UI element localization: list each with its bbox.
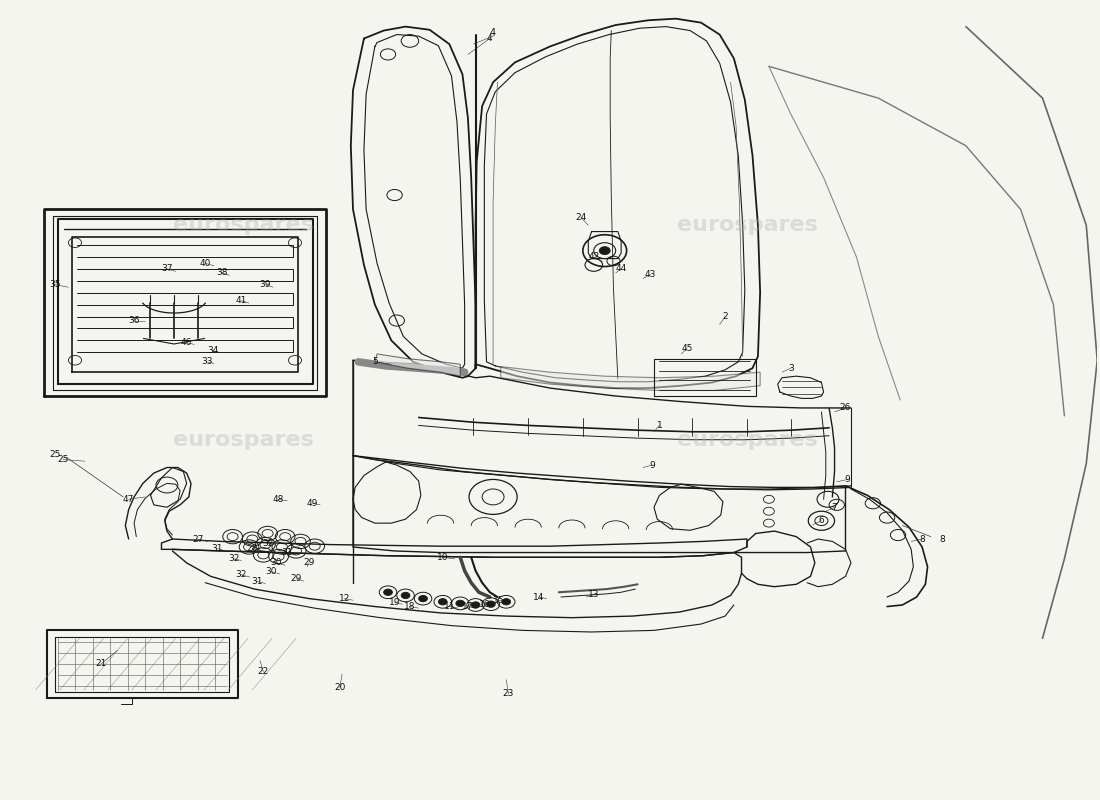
Text: eurospares: eurospares <box>173 430 314 450</box>
Text: 45: 45 <box>681 344 693 353</box>
Text: 10: 10 <box>437 553 449 562</box>
Text: 24: 24 <box>575 213 586 222</box>
Circle shape <box>439 598 447 605</box>
Text: eurospares: eurospares <box>173 430 314 450</box>
Text: 25: 25 <box>50 450 60 458</box>
Text: 38: 38 <box>216 268 228 278</box>
Text: eurospares: eurospares <box>676 215 817 235</box>
Circle shape <box>419 595 428 602</box>
Text: 13: 13 <box>588 590 600 599</box>
Text: 32: 32 <box>235 570 248 579</box>
Text: 36: 36 <box>129 316 140 325</box>
Polygon shape <box>500 366 760 390</box>
Text: 41: 41 <box>235 296 248 305</box>
Text: 4: 4 <box>490 28 496 38</box>
Text: 9: 9 <box>845 475 850 484</box>
Text: 29: 29 <box>290 574 301 583</box>
Text: 43: 43 <box>645 270 657 279</box>
Text: 42: 42 <box>588 253 600 262</box>
Text: 30: 30 <box>271 558 282 567</box>
Text: 39: 39 <box>260 280 272 290</box>
Text: 29: 29 <box>304 558 315 567</box>
Text: 11: 11 <box>443 602 455 611</box>
Text: 6: 6 <box>818 516 824 526</box>
Text: 8: 8 <box>939 534 945 543</box>
Text: 26: 26 <box>839 403 851 413</box>
Text: eurospares: eurospares <box>676 215 817 235</box>
Text: 32: 32 <box>262 538 273 547</box>
Text: 4: 4 <box>487 34 493 43</box>
Circle shape <box>600 246 610 254</box>
Text: 22: 22 <box>257 667 268 676</box>
Text: 40: 40 <box>199 259 211 268</box>
Text: 30: 30 <box>265 567 277 576</box>
Text: 1: 1 <box>657 421 662 430</box>
Text: 2: 2 <box>723 312 728 321</box>
Text: 19: 19 <box>388 598 400 607</box>
Text: 21: 21 <box>96 659 107 668</box>
Text: 15: 15 <box>493 596 504 605</box>
Text: 46: 46 <box>182 338 192 347</box>
Text: 23: 23 <box>503 690 514 698</box>
Text: 8: 8 <box>920 534 925 543</box>
Text: 9: 9 <box>649 461 654 470</box>
Text: 5: 5 <box>372 358 377 366</box>
Text: eurospares: eurospares <box>173 215 314 235</box>
Text: 20: 20 <box>334 683 345 692</box>
Text: 35: 35 <box>50 280 62 290</box>
Text: 47: 47 <box>123 495 134 504</box>
Text: 32: 32 <box>228 554 240 563</box>
Text: 17: 17 <box>462 602 474 611</box>
Text: 18: 18 <box>404 602 416 611</box>
Circle shape <box>471 602 480 608</box>
Polygon shape <box>375 354 460 376</box>
Text: 27: 27 <box>191 534 204 543</box>
Text: eurospares: eurospares <box>173 215 314 235</box>
Text: 28: 28 <box>246 544 258 553</box>
Circle shape <box>502 598 510 605</box>
Circle shape <box>455 600 464 606</box>
Text: eurospares: eurospares <box>676 430 817 450</box>
Circle shape <box>384 589 393 595</box>
Text: 48: 48 <box>273 495 284 504</box>
Text: eurospares: eurospares <box>676 430 817 450</box>
Text: 3: 3 <box>788 364 794 373</box>
Text: 33: 33 <box>201 358 213 366</box>
Text: 31: 31 <box>282 548 293 557</box>
Text: 14: 14 <box>534 593 544 602</box>
Text: 34: 34 <box>207 346 219 355</box>
Text: 16: 16 <box>478 600 491 609</box>
Text: 25: 25 <box>57 455 68 464</box>
Circle shape <box>486 601 495 607</box>
Text: 44: 44 <box>616 265 627 274</box>
Text: 12: 12 <box>339 594 350 603</box>
Text: 49: 49 <box>307 498 318 508</box>
Text: 37: 37 <box>162 265 173 274</box>
Circle shape <box>402 592 410 598</box>
Text: 7: 7 <box>832 502 837 512</box>
Text: 31: 31 <box>251 577 263 586</box>
Text: 31: 31 <box>211 544 223 553</box>
